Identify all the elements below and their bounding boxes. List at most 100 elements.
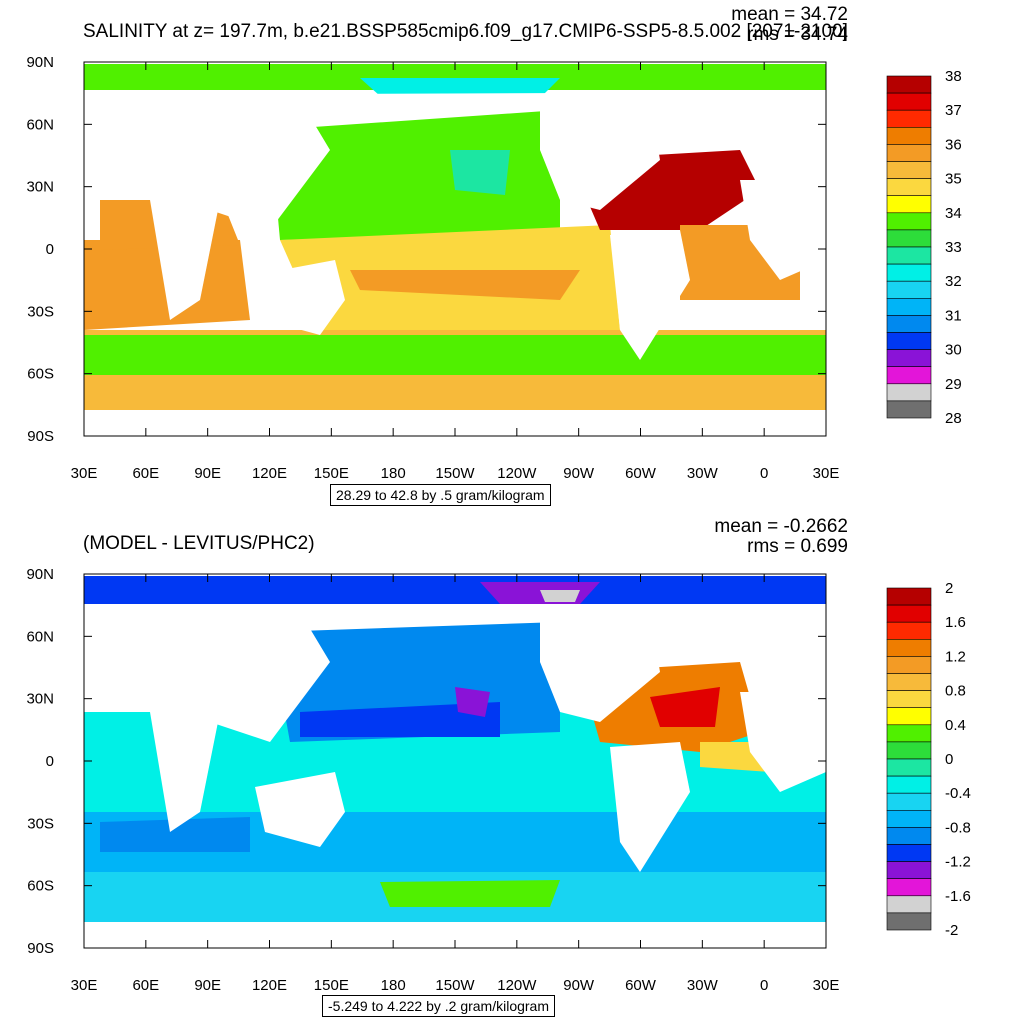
y-tick-label: 90N (26, 54, 54, 71)
difference-panel: (MODEL - LEVITUS/PHC2) mean = -0.2662 rm… (0, 512, 1024, 1024)
y-axis-ticks: 90N 60N 30N 0 30S 60S 90S (26, 54, 826, 445)
colorbar-swatch (886, 741, 932, 760)
y-tick-label: 0 (46, 753, 54, 770)
arctic-negative (84, 576, 826, 604)
colorbar-swatch (886, 758, 932, 777)
colorbar-swatch (886, 212, 932, 231)
colorbar-label: 0.8 (945, 683, 966, 700)
colorbar: 38 37 36 35 34 33 32 31 30 29 28 (886, 68, 962, 427)
colorbar-swatch (886, 161, 932, 179)
salinity-panel: SALINITY at z= 197.7m, b.e21.BSSP585cmip… (0, 0, 1024, 512)
south-pacific-saline-core (350, 270, 580, 300)
colorbar-swatch (886, 844, 932, 862)
colorbar-swatch (886, 792, 932, 811)
x-tick-label: 120E (252, 977, 287, 994)
colorbar-swatch (886, 263, 932, 282)
colorbar-swatch (886, 690, 932, 709)
arctic-coast (84, 604, 826, 614)
colorbar-label: -0.8 (945, 819, 971, 836)
colorbar-swatch (886, 366, 932, 385)
map-plot-area (83, 61, 827, 437)
colorbar-swatch (886, 775, 932, 794)
y-tick-label: 0 (46, 241, 54, 258)
north-pacific-strong-core (455, 687, 490, 717)
arctic-extreme (540, 590, 580, 602)
y-axis-ticks: 90N 60N 30N 0 30S 60S 90S (26, 566, 826, 957)
contour-info-box: 28.29 to 42.8 by .5 gram/kilogram (330, 484, 551, 506)
colorbar-swatch (886, 587, 932, 606)
north-america (540, 100, 660, 210)
x-tick-label: 120W (497, 977, 537, 994)
eurasia (84, 100, 330, 230)
australia (255, 260, 345, 335)
colorbar-label: 2 (945, 580, 953, 597)
mean-stat: mean = -0.2662 (714, 516, 848, 537)
colorbar-label: 0.4 (945, 717, 966, 734)
x-tick-label: 90E (194, 977, 221, 994)
colorbar-swatch (886, 127, 932, 145)
x-tick-label: 180 (381, 977, 406, 994)
north-pacific-fresh-core (450, 150, 510, 195)
colorbar-swatch (886, 297, 932, 316)
colorbar-swatch (886, 195, 932, 214)
mean-stat: mean = 34.72 (731, 4, 848, 25)
eurasia (84, 612, 330, 742)
colorbar-swatch (886, 349, 932, 368)
colorbar-swatch (886, 707, 932, 726)
colorbar-swatch (886, 332, 932, 350)
colorbar-swatch (886, 639, 932, 657)
colorbar-swatch (886, 861, 932, 880)
x-tick-label: 120E (252, 465, 287, 482)
x-tick-label: 30W (687, 465, 719, 482)
y-tick-label: 60S (27, 366, 54, 383)
contour-info-box: -5.249 to 4.222 by .2 gram/kilogram (322, 995, 556, 1017)
south-america (610, 230, 690, 360)
south-america (610, 742, 690, 872)
australia (255, 772, 345, 847)
colorbar-label: -1.2 (945, 854, 971, 871)
colorbar-label: 1.6 (945, 614, 966, 631)
x-tick-label: 60E (132, 465, 159, 482)
y-tick-label: 30S (27, 303, 54, 320)
x-tick-label: 120W (497, 465, 537, 482)
colorbar-swatch (886, 809, 932, 828)
colorbar-label: 1.2 (945, 648, 966, 665)
y-tick-label: 30N (26, 691, 54, 708)
x-tick-label: 150W (435, 977, 475, 994)
colorbar-swatch (886, 92, 932, 111)
colorbar-label: 0 (945, 751, 953, 768)
arctic-fresh-core (360, 78, 560, 98)
x-tick-label: 30W (687, 977, 719, 994)
y-tick-label: 30N (26, 179, 54, 196)
colorbar-label: 30 (945, 342, 962, 359)
arctic-coast (84, 92, 826, 102)
y-tick-label: 60N (26, 116, 54, 133)
x-tick-label: 0 (760, 977, 768, 994)
x-tick-label: 60W (625, 977, 657, 994)
y-tick-label: 90N (26, 566, 54, 583)
colorbar-label: 32 (945, 273, 962, 290)
kuroshio-negative-core (300, 702, 500, 737)
x-tick-label: 0 (760, 465, 768, 482)
x-tick-label: 60E (132, 977, 159, 994)
colorbar-swatch (886, 400, 932, 419)
colorbar-swatch (886, 109, 932, 128)
colorbar-label: -0.4 (945, 785, 971, 802)
x-tick-label: 30E (813, 465, 840, 482)
colorbar-swatch (886, 229, 932, 248)
salinity-map-chart: SALINITY at z= 197.7m, b.e21.BSSP585cmip… (26, 4, 962, 482)
africa-west (740, 692, 826, 792)
colorbar-swatch (886, 604, 932, 623)
chart-title: SALINITY at z= 197.7m, b.e21.BSSP585cmip… (83, 21, 848, 42)
x-tick-label: 90E (194, 465, 221, 482)
x-tick-label: 150E (314, 465, 349, 482)
ross-sea-positive (380, 880, 560, 907)
colorbar-swatch (886, 280, 932, 299)
colorbar-swatch (886, 383, 932, 402)
colorbar-swatch (886, 144, 932, 162)
colorbar-swatch (886, 656, 932, 674)
rms-stat: rms = 34.74 (747, 24, 848, 45)
colorbar-swatch (886, 827, 932, 845)
colorbar-label: 28 (945, 410, 962, 427)
x-tick-label: 150E (314, 977, 349, 994)
